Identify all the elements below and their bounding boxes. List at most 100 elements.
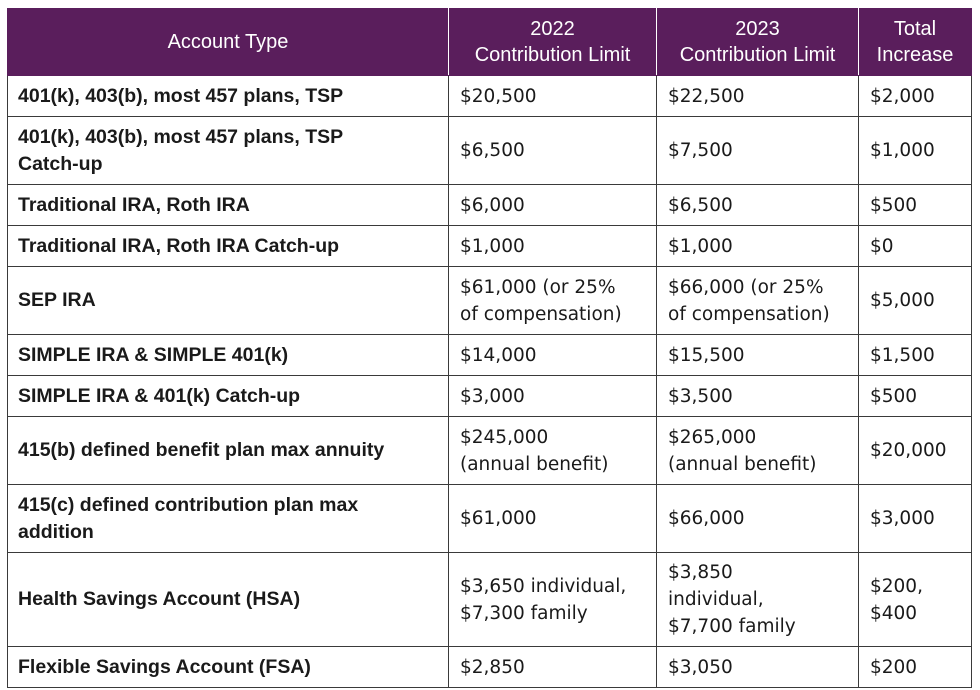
account-type-cell: Flexible Savings Account (FSA) (7, 646, 449, 688)
header-account-type: Account Type (7, 8, 449, 76)
limit-2022-cell-line: of compensation) (460, 303, 622, 325)
table-row: 415(c) defined contribution plan max addi… (7, 484, 972, 553)
table-row: Flexible Savings Account (FSA) $2,850 $3,0… (7, 646, 972, 688)
total-increase-cell: $3,000 (858, 484, 972, 553)
limit-2023-cell-line: individual, (668, 589, 764, 610)
account-type-cell: Health Savings Account (HSA) (7, 552, 449, 647)
limit-2022-cell: $245,000 (annual benefit) (448, 416, 657, 485)
total-increase-cell: $500 (858, 375, 972, 417)
total-increase-cell-line: $1,000 (870, 140, 935, 161)
limit-2023-cell: $15,500 (656, 334, 859, 376)
account-type-cell-line: SEP IRA (18, 289, 96, 311)
total-increase-cell: $200, $400 (858, 552, 972, 647)
limit-2023-cell: $22,500 (656, 75, 859, 117)
account-type-cell-line: SIMPLE IRA & SIMPLE 401(k) (18, 343, 289, 366)
table-row: SIMPLE IRA & 401(k) Catch-up $3,000 $3,500… (7, 375, 972, 417)
limit-2022-cell-line: (annual benefit) (460, 453, 609, 475)
table-header: Account Type 2022 Contribution Limit 202… (7, 8, 972, 76)
table-body: 401(k), 403(b), most 457 plans, TSP $20,5… (7, 75, 972, 688)
limit-2023-cell: $3,500 (656, 375, 859, 417)
account-type-cell-line: 401(k), 403(b), most 457 plans, TSP (18, 84, 344, 107)
limit-2022-cell-line: $245,000 (460, 426, 549, 448)
total-increase-cell-line: $200, (870, 575, 923, 597)
limit-2023-cell-line: $265,000 (668, 426, 757, 448)
header-2022-year: 2022 (530, 18, 575, 40)
limit-2022-cell: $3,000 (448, 375, 657, 417)
total-increase-cell-line: $20,000 (870, 440, 947, 461)
limit-2022-cell-line: $6,000 (460, 194, 525, 216)
limit-2023-cell-line: (annual benefit) (668, 453, 817, 475)
header-2023-label: Contribution Limit (679, 44, 836, 66)
limit-2023-cell: $7,500 (656, 116, 859, 185)
limit-2023-cell: $265,000 (annual benefit) (656, 416, 859, 485)
table-row: SEP IRA $61,000 (or 25% of compensation) $6… (7, 266, 972, 335)
account-type-cell-line: Catch-up (18, 152, 103, 175)
account-type-cell: 401(k), 403(b), most 457 plans, TSP (7, 75, 449, 117)
limit-2022-cell-line: $2,850 (460, 656, 525, 678)
limit-2023-cell: $1,000 (656, 225, 859, 267)
account-type-cell-line: SIMPLE IRA & 401(k) Catch-up (18, 384, 301, 407)
limit-2022-cell: $61,000 (448, 484, 657, 553)
account-type-cell: 401(k), 403(b), most 457 plans, TSP Catch… (7, 116, 449, 185)
total-increase-cell: $2,000 (858, 75, 972, 117)
table-row: Health Savings Account (HSA) $3,650 indiv… (7, 552, 972, 647)
total-increase-cell-line: $5,000 (870, 290, 935, 311)
account-type-cell: 415(c) defined contribution plan max addi… (7, 484, 449, 553)
table-row: SIMPLE IRA & SIMPLE 401(k) $14,000 $15,500… (7, 334, 972, 376)
limit-2022-cell-line: $3,000 (460, 385, 525, 407)
limit-2023-cell: $3,050 (656, 646, 859, 688)
account-type-cell-line: Flexible Savings Account (FSA) (18, 655, 311, 678)
account-type-cell: Traditional IRA, Roth IRA (7, 184, 449, 226)
header-2022-label: Contribution Limit (474, 44, 631, 66)
limit-2022-cell: $3,650 individual, $7,300 family (448, 552, 657, 647)
account-type-cell-line: 415(c) defined contribution plan max (18, 493, 359, 516)
table-row: Traditional IRA, Roth IRA Catch-up $1,000… (7, 225, 972, 267)
limit-2022-cell-line: $3,650 individual, (460, 575, 627, 597)
account-type-cell: 415(b) defined benefit plan max annuity (7, 416, 449, 485)
account-type-cell: SIMPLE IRA & 401(k) Catch-up (7, 375, 449, 417)
table-row: 401(k), 403(b), most 457 plans, TSP Catch… (7, 116, 972, 185)
total-increase-cell-line: $400 (870, 602, 918, 624)
total-increase-cell-line: $500 (870, 194, 918, 216)
limit-2023-cell-line: $6,500 (668, 194, 733, 216)
limit-2022-cell: $14,000 (448, 334, 657, 376)
header-row: Account Type 2022 Contribution Limit 202… (7, 8, 972, 76)
total-increase-cell-line: $500 (870, 385, 918, 407)
total-increase-cell: $1,500 (858, 334, 972, 376)
limit-2022-cell: $20,500 (448, 75, 657, 117)
limit-2023-cell: $66,000 (656, 484, 859, 553)
total-increase-cell-line: $200 (870, 656, 918, 678)
limit-2022-cell: $6,500 (448, 116, 657, 185)
limit-2023-cell-line: $3,050 (668, 656, 733, 678)
limit-2023-cell: $3,850 individual, $7,700 family (656, 552, 859, 647)
limit-2023-cell-line: of compensation) (668, 303, 830, 325)
account-type-cell-line: 401(k), 403(b), most 457 plans, TSP (18, 125, 344, 148)
contribution-limits-table-container: Account Type 2022 Contribution Limit 202… (7, 8, 972, 688)
limit-2023-cell-line: $1,000 (668, 235, 733, 257)
total-increase-cell: $200 (858, 646, 972, 688)
header-total-line1: Total (893, 18, 937, 40)
total-increase-cell-line: $0 (870, 235, 894, 257)
limit-2023-cell-line: $7,500 (668, 140, 733, 161)
limit-2023-cell-line: $15,500 (668, 344, 745, 366)
total-increase-cell-line: $1,500 (870, 344, 935, 366)
limit-2022-cell-line: $61,000 (or 25% (460, 276, 616, 298)
account-type-cell: SEP IRA (7, 266, 449, 335)
total-increase-cell: $20,000 (858, 416, 972, 485)
limit-2023-cell-line: $3,850 (668, 562, 733, 583)
header-2023-year: 2023 (735, 18, 780, 40)
limit-2022-cell-line: $1,000 (460, 235, 525, 257)
account-type-cell-line: addition (18, 520, 94, 543)
total-increase-cell: $5,000 (858, 266, 972, 335)
table-row: 401(k), 403(b), most 457 plans, TSP $20,5… (7, 75, 972, 117)
table-row: 415(b) defined benefit plan max annuity $… (7, 416, 972, 485)
limit-2023-cell-line: $66,000 (or 25% (668, 276, 824, 298)
account-type-cell: SIMPLE IRA & SIMPLE 401(k) (7, 334, 449, 376)
limit-2022-cell-line: $61,000 (460, 508, 537, 529)
header-account-type-label: Account Type (167, 31, 289, 53)
total-increase-cell-line: $2,000 (870, 85, 935, 107)
account-type-cell-line: Health Savings Account (HSA) (18, 588, 301, 610)
limit-2023-cell: $66,000 (or 25% of compensation) (656, 266, 859, 335)
total-increase-cell: $500 (858, 184, 972, 226)
header-2023-limit: 2023 Contribution Limit (656, 8, 859, 76)
